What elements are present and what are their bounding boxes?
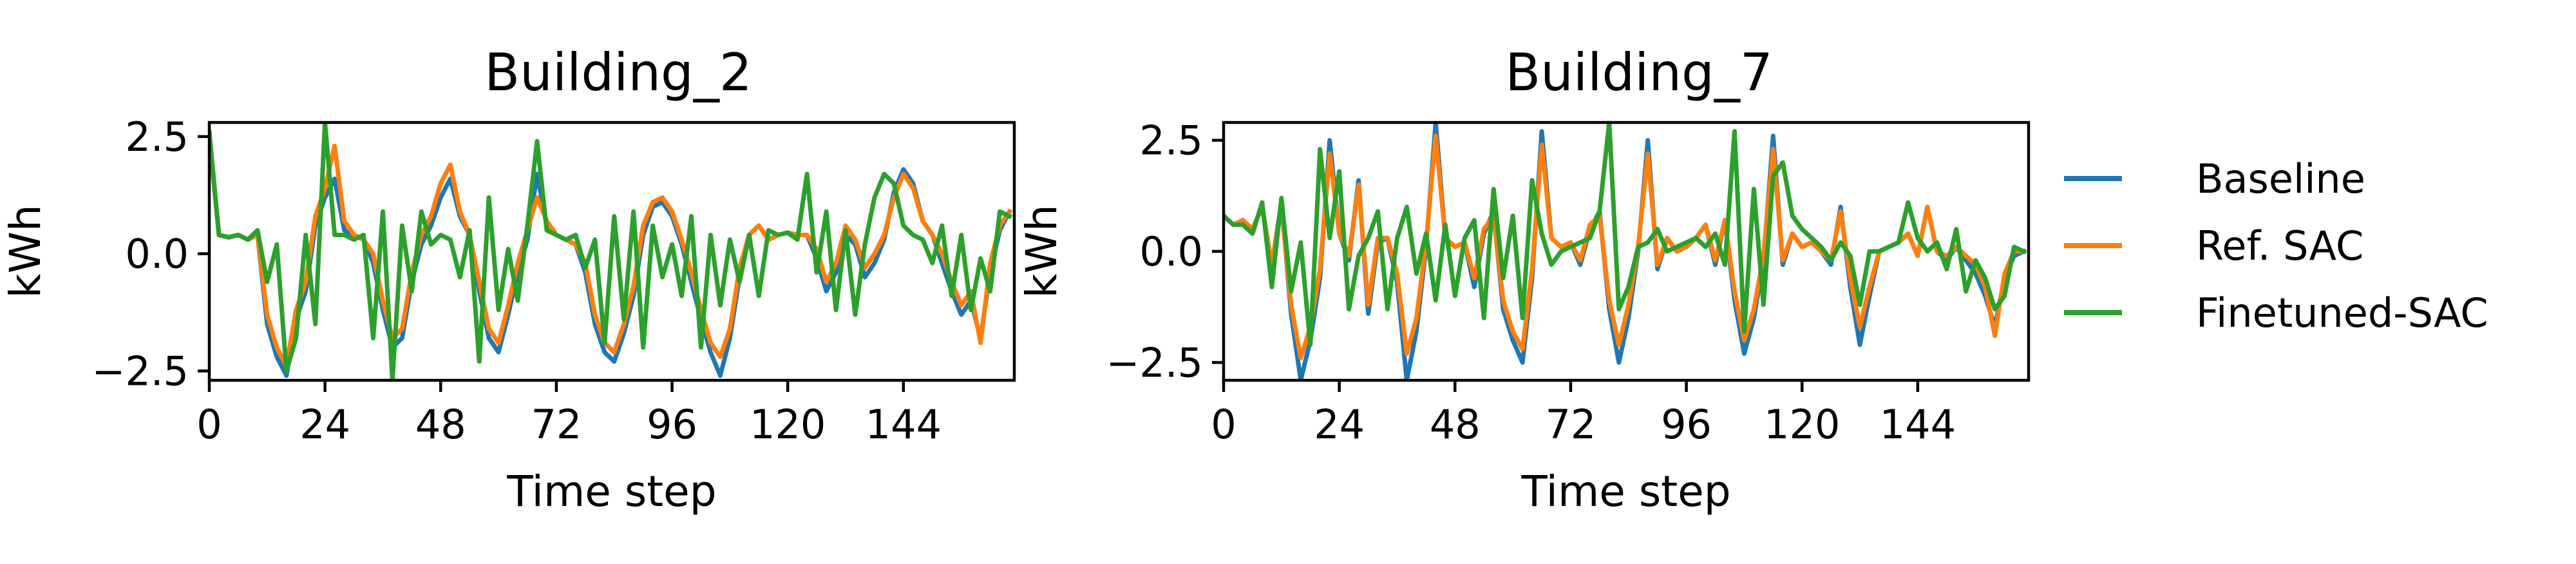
legend-item-finetuned-sac: Finetuned-SAC (2064, 289, 2488, 336)
x-tick-label: 72 (531, 401, 582, 448)
series-line-finetuned-sac (209, 122, 1013, 380)
series-line-finetuned-sac (1224, 122, 2027, 347)
x-ticks: 0 24 48 72 96 120 144 (1211, 380, 1956, 448)
x-tick-label: 48 (415, 401, 466, 448)
y-axis-label: kWh (1017, 204, 1066, 298)
x-tick-label: 120 (750, 401, 826, 448)
y-axis-label: kWh (1, 204, 50, 298)
x-ticks: 0 24 48 72 96 120 144 (196, 380, 942, 448)
y-tick-label: 0.0 (1139, 228, 1203, 275)
legend-label: Finetuned-SAC (2196, 289, 2488, 336)
x-axis-label: Time step (1520, 467, 1730, 516)
y-tick-label: 0.0 (125, 231, 189, 278)
subplot-title: Building_7 (1505, 43, 1772, 102)
series-lines (1224, 122, 2027, 380)
x-tick-label: 96 (647, 401, 697, 448)
subplot-building-7: Building_7 0 24 48 72 96 120 144 −2.5 0.0 2.5 Ti… (1017, 43, 2031, 516)
y-ticks: −2.5 0.0 2.5 (1106, 117, 1224, 386)
y-tick-label: −2.5 (1106, 339, 1203, 386)
legend: Baseline Ref. SAC Finetuned-SAC (2064, 155, 2488, 336)
legend-label: Baseline (2196, 155, 2365, 202)
x-tick-label: 72 (1545, 401, 1596, 448)
x-tick-label: 144 (1880, 401, 1956, 448)
x-tick-label: 120 (1764, 401, 1840, 448)
y-tick-label: 2.5 (125, 113, 189, 160)
legend-label: Ref. SAC (2196, 222, 2363, 269)
legend-item-baseline: Baseline (2064, 155, 2365, 202)
y-tick-label: −2.5 (91, 347, 189, 394)
x-tick-label: 96 (1661, 401, 1712, 448)
legend-item-ref-sac: Ref. SAC (2064, 222, 2363, 269)
plot-frame (1222, 121, 2031, 382)
x-tick-label: 48 (1430, 401, 1481, 448)
y-tick-label: 2.5 (1139, 117, 1203, 164)
x-tick-label: 144 (866, 401, 942, 448)
series-line-ref-sac (209, 133, 1013, 369)
x-axis-label: Time step (506, 467, 716, 516)
plot-frame (207, 121, 1016, 382)
series-lines (209, 122, 1013, 380)
x-tick-label: 0 (196, 401, 222, 448)
x-tick-label: 24 (1314, 401, 1365, 448)
x-tick-label: 24 (299, 401, 350, 448)
y-ticks: −2.5 0.0 2.5 (91, 113, 209, 394)
x-tick-label: 0 (1211, 401, 1236, 448)
subplot-title: Building_2 (484, 43, 752, 102)
subplot-building-2: Building_2 0 24 48 72 96 120 144 −2.5 0.0 2.5 Ti… (1, 43, 1016, 516)
